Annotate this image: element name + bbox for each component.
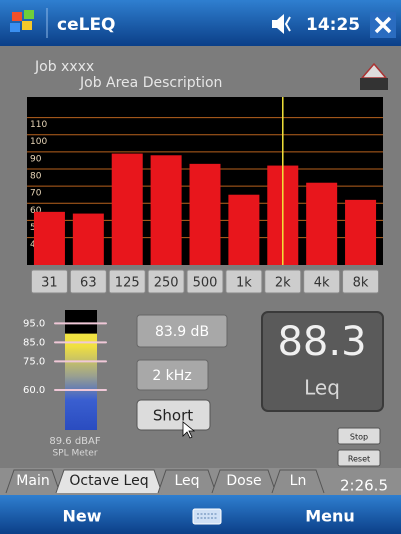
y-tick-label: 100 [30, 137, 47, 147]
tab-shape [211, 469, 277, 494]
band-button-face [147, 269, 185, 294]
title-bar [0, 0, 401, 46]
meter-tick-label: 85.0 [23, 337, 45, 348]
bar [189, 163, 221, 265]
tab[interactable]: Leq [157, 469, 217, 494]
close-button[interactable] [370, 12, 396, 38]
start-logo[interactable] [10, 10, 34, 32]
job-description: Job Area Description [79, 75, 222, 91]
x-tick-label: 4k [314, 276, 330, 291]
band-button[interactable]: 63 [69, 269, 107, 294]
stop-button[interactable]: Stop [337, 427, 381, 445]
band-button-face [225, 269, 263, 294]
volume-icon[interactable] [272, 14, 291, 34]
x-tick-label: 250 [154, 276, 179, 291]
bar [150, 155, 182, 265]
band-button-face [108, 269, 146, 294]
band-button[interactable]: 125 [108, 269, 146, 294]
band-button[interactable]: 2k [264, 269, 302, 294]
x-tick-label: 125 [115, 276, 140, 291]
band-button-face [264, 269, 302, 294]
tab-shape [55, 469, 163, 494]
app-title: ceLEQ [57, 15, 116, 35]
x-tick-label: 2k [275, 276, 291, 291]
x-tick-label: 63 [80, 276, 97, 291]
tab[interactable]: Ln [271, 469, 325, 494]
job-name: Job xxxx [34, 59, 94, 75]
band-button[interactable]: 500 [186, 269, 224, 294]
leq-logo [360, 62, 388, 90]
response-button[interactable]: Short [136, 399, 211, 431]
bar [33, 211, 65, 265]
clock: 14:25 [306, 15, 360, 35]
band-level-button[interactable]: 83.9 dB [136, 314, 228, 348]
button-label: Short [153, 407, 193, 425]
keyboard-icon[interactable] [192, 508, 222, 525]
button-label: Reset [348, 455, 370, 464]
y-tick-label: 70 [30, 189, 42, 199]
tab-shape [5, 469, 61, 494]
right-softkey[interactable]: Menu [305, 507, 355, 526]
band-button-face [303, 269, 341, 294]
x-tick-label: 500 [193, 276, 218, 291]
tab[interactable]: Main [5, 469, 61, 494]
reset-button[interactable]: Reset [337, 449, 381, 467]
x-tick-label: 1k [236, 276, 252, 291]
display-value: 88.3 [277, 319, 366, 365]
left-softkey[interactable]: New [62, 507, 101, 526]
meter-tick-label: 60.0 [23, 385, 45, 396]
tab-label: Leq [174, 473, 199, 489]
tab-label: Octave Leq [69, 473, 148, 489]
meter-tick-label: 75.0 [23, 356, 45, 367]
leq-display: 88.3 Leq [261, 311, 384, 412]
band-button[interactable]: 4k [303, 269, 341, 294]
band-button[interactable]: 2 kHz [136, 359, 209, 391]
band-button-face [342, 269, 380, 294]
band-button[interactable]: 250 [147, 269, 185, 294]
band-button-face [69, 269, 107, 294]
band-button[interactable]: 1k [225, 269, 263, 294]
cursor [182, 421, 196, 439]
tab-label: Dose [226, 473, 261, 489]
meter-level: 89.6 dBAF [49, 436, 100, 447]
elapsed-time: 2:26.5 [340, 477, 388, 495]
x-tick-label: 31 [41, 276, 58, 291]
bar [228, 194, 260, 265]
bar [345, 199, 377, 265]
button-label: 2 kHz [152, 368, 191, 384]
button-label: 83.9 dB [155, 324, 209, 340]
tab-shape [157, 469, 217, 494]
tab-label: Ln [290, 473, 307, 489]
y-tick-label: 80 [30, 172, 42, 182]
meter-level [65, 310, 97, 334]
tab[interactable]: Octave Leq [55, 469, 163, 494]
bar [306, 182, 338, 265]
meter-tick-label: 95.0 [23, 318, 45, 329]
band-button[interactable]: 31 [30, 269, 68, 294]
band-button-face [30, 269, 68, 294]
y-tick-label: 60 [30, 206, 42, 216]
bar [72, 213, 104, 265]
tab-shape [271, 469, 325, 494]
tab-label: Main [16, 473, 49, 489]
bar [111, 153, 143, 265]
x-tick-label: 8k [353, 276, 369, 291]
tab[interactable]: Dose [211, 469, 277, 494]
band-button[interactable]: 8k [342, 269, 380, 294]
band-button-face [186, 269, 224, 294]
y-tick-label: 90 [30, 154, 42, 164]
display-label: Leq [304, 376, 340, 400]
button-label: Stop [350, 433, 368, 442]
meter-caption: SPL Meter [52, 449, 97, 459]
y-tick-label: 110 [30, 120, 47, 130]
